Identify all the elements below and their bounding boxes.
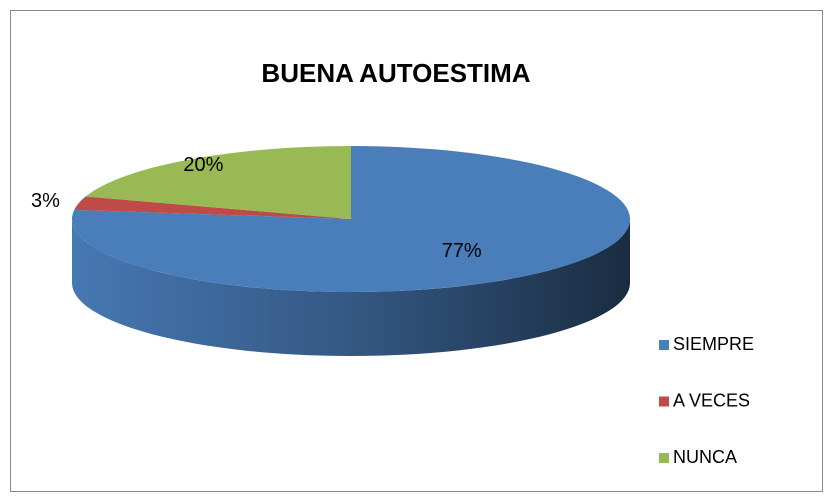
- legend-swatch: [659, 453, 669, 463]
- data-label: 3%: [31, 190, 60, 212]
- legend-label: NUNCA: [673, 447, 737, 467]
- legend-label: SIEMPRE: [673, 334, 754, 354]
- legend-swatch: [659, 396, 669, 407]
- legend-swatch: [659, 340, 669, 350]
- pie-slice: [85, 146, 351, 219]
- legend-label: A VECES: [673, 390, 750, 410]
- pie-slice: [74, 196, 351, 219]
- data-label: 20%: [183, 154, 223, 176]
- slice-side: [72, 219, 630, 356]
- data-label: 77%: [442, 240, 482, 262]
- chart-title: BUENA AUTOESTIMA: [261, 58, 530, 88]
